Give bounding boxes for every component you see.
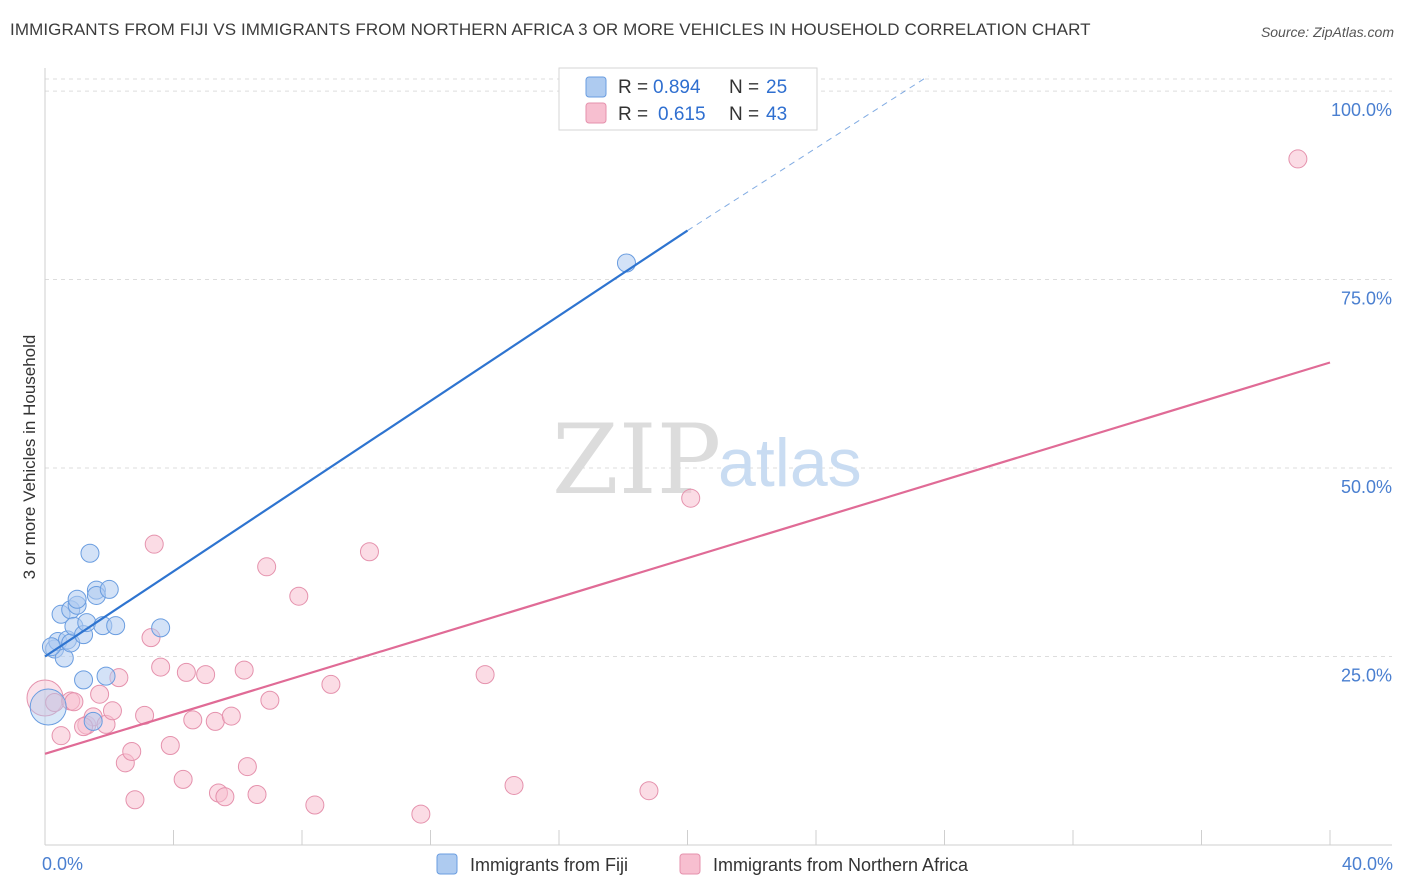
x-axis-tick-labels: 0.0% 40.0% [42,854,1393,874]
bottom-legend-label-northern-africa: Immigrants from Northern Africa [713,855,969,875]
bottom-legend-swatch-fiji [436,853,458,875]
northern-africa-point [160,735,180,755]
x-tick-label: 0.0% [42,854,83,874]
northern-africa-point [64,692,84,712]
northern-africa-point [205,711,225,731]
northern-africa-point [260,690,280,710]
fiji-point [99,579,119,599]
northern-africa-point [639,781,659,801]
northern-africa-point [51,726,71,746]
fiji-point [96,666,116,686]
northern-africa-point [144,534,164,554]
x-tick-label: 40.0% [1342,854,1393,874]
northern-africa-point [289,586,309,606]
northern-africa-point [102,701,122,721]
northern-africa-point [221,706,241,726]
fiji-point [67,589,87,609]
fiji-trend-extension [687,75,929,231]
legend-n-value-northern-africa: 43 [766,104,787,125]
northern-africa-point [681,488,701,508]
legend-r-label-fiji: R = [618,77,648,98]
northern-africa-point [321,674,341,694]
northern-africa-point [90,684,110,704]
fiji-point [151,618,171,638]
legend-r-value-northern-africa: 0.615 [658,104,706,125]
northern-africa-point [1288,149,1308,169]
northern-africa-point [247,784,267,804]
y-tick-label: 50.0% [1341,477,1392,497]
fiji-point [83,711,103,731]
bottom-legend-swatch-northern-africa [679,853,701,875]
source-credit: Source: ZipAtlas.com [1260,24,1394,40]
fiji-point [29,688,67,726]
y-axis-tick-labels: 25.0% 50.0% 75.0% 100.0% [1331,100,1392,685]
northern-africa-point [234,660,254,680]
bottom-legend-label-fiji: Immigrants from Fiji [470,855,628,875]
northern-africa-point [196,665,216,685]
y-tick-label: 75.0% [1341,289,1392,309]
chart-title: IMMIGRANTS FROM FIJI VS IMMIGRANTS FROM … [10,20,1091,39]
legend-n-label-fiji: N = [729,77,759,98]
northern-africa-point [215,787,235,807]
fiji-point [616,253,636,273]
y-tick-label: 25.0% [1341,666,1392,686]
northern-africa-point [359,542,379,562]
legend-n-label-northern-africa: N = [729,104,759,125]
northern-africa-point [183,710,203,730]
watermark: ZIP atlas [552,404,862,516]
y-axis-label: 3 or more Vehicles in Household [20,335,39,580]
legend-r-label-northern-africa: R = [618,104,648,125]
fiji-trend-line [44,229,689,658]
northern-africa-point [125,790,145,810]
series-fiji-points [29,253,636,731]
x-axis-ticks [44,830,1331,845]
legend-r-value-fiji: 0.894 [653,77,701,98]
fiji-point [74,670,94,690]
legend: R = 0.894 N = 25 R = 0.615 N = 43 [558,67,818,131]
trendlines [44,75,1331,755]
legend-swatch-northern-africa [585,102,607,124]
northern-africa-trend-line [44,361,1331,755]
y-tick-label: 100.0% [1331,100,1392,120]
fiji-point [80,543,100,563]
northern-africa-point [257,557,277,577]
fiji-point [106,616,126,636]
northern-africa-point [305,795,325,815]
northern-africa-point [411,804,431,824]
northern-africa-point [237,757,257,777]
northern-africa-point [176,662,196,682]
legend-swatch-fiji [585,76,607,98]
northern-africa-point [151,657,171,677]
northern-africa-point [504,775,524,795]
northern-africa-point [122,742,142,762]
legend-n-value-fiji: 25 [766,77,787,98]
bottom-legend: Immigrants from Fiji Immigrants from Nor… [436,853,969,875]
watermark-atlas: atlas [718,425,862,501]
gridlines [45,78,1392,658]
northern-africa-point [475,665,495,685]
northern-africa-point [173,769,193,789]
